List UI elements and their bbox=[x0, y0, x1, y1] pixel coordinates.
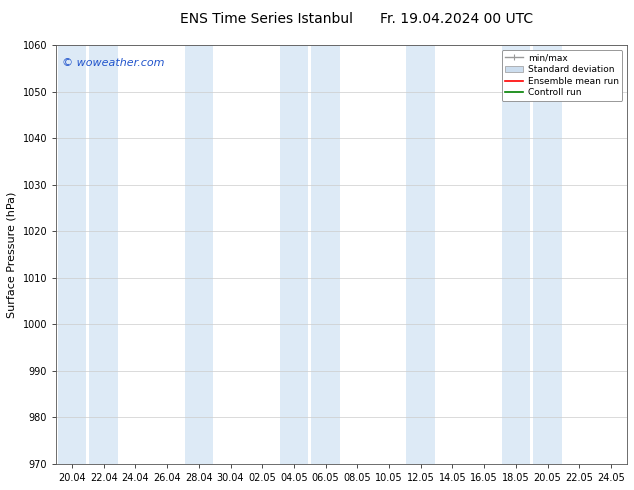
Text: ENS Time Series Istanbul: ENS Time Series Istanbul bbox=[180, 12, 353, 26]
Bar bbox=[533, 45, 562, 464]
Bar bbox=[311, 45, 340, 464]
Bar bbox=[58, 45, 86, 464]
Bar bbox=[280, 45, 308, 464]
Bar bbox=[89, 45, 118, 464]
Text: © woweather.com: © woweather.com bbox=[62, 58, 164, 68]
Legend: min/max, Standard deviation, Ensemble mean run, Controll run: min/max, Standard deviation, Ensemble me… bbox=[501, 50, 623, 101]
Y-axis label: Surface Pressure (hPa): Surface Pressure (hPa) bbox=[7, 192, 17, 318]
Bar bbox=[184, 45, 213, 464]
Text: Fr. 19.04.2024 00 UTC: Fr. 19.04.2024 00 UTC bbox=[380, 12, 533, 26]
Bar bbox=[501, 45, 530, 464]
Bar bbox=[406, 45, 435, 464]
